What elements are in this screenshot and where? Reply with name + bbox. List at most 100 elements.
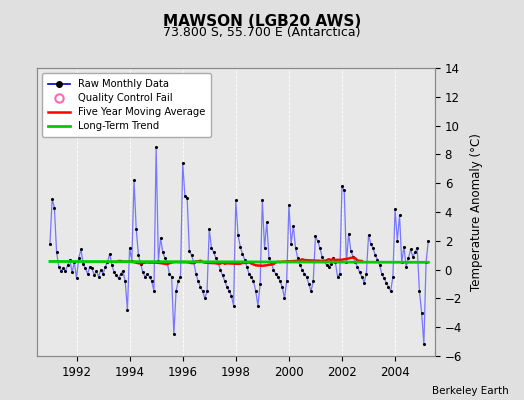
Point [145, 274, 154, 280]
Point [384, 284, 392, 290]
Y-axis label: Temperature Anomaly (°C): Temperature Anomaly (°C) [471, 133, 483, 291]
Point [170, 331, 178, 338]
Point [278, 284, 287, 290]
Point [407, 246, 415, 253]
Point [353, 264, 362, 270]
Point [227, 292, 236, 299]
Point [324, 264, 333, 270]
Point [63, 262, 72, 268]
Point [347, 248, 355, 254]
Point [358, 274, 366, 280]
Point [300, 271, 309, 277]
Point [256, 281, 264, 287]
Point [143, 271, 151, 277]
Point [52, 249, 61, 256]
Point [148, 278, 156, 284]
Point [333, 274, 342, 280]
Point [99, 271, 107, 277]
Point [285, 202, 293, 208]
Point [110, 269, 118, 276]
Point [234, 232, 242, 238]
Point [355, 269, 364, 276]
Point [267, 259, 276, 266]
Point [172, 288, 180, 294]
Point [159, 249, 167, 256]
Point [112, 272, 121, 278]
Point [205, 226, 213, 232]
Point [119, 268, 127, 274]
Point [311, 233, 320, 240]
Point [94, 274, 103, 280]
Point [400, 243, 408, 250]
Point [382, 279, 390, 286]
Point [212, 255, 220, 261]
Point [225, 288, 233, 294]
Point [50, 204, 59, 211]
Point [274, 274, 282, 280]
Point [81, 265, 90, 271]
Point [123, 307, 132, 313]
Point [163, 259, 171, 266]
Point [236, 243, 244, 250]
Point [190, 259, 198, 266]
Point [313, 238, 322, 244]
Text: MAWSON (LGB20 AWS): MAWSON (LGB20 AWS) [163, 14, 361, 29]
Point [254, 302, 262, 309]
Point [293, 255, 302, 261]
Point [420, 341, 428, 348]
Point [121, 278, 129, 284]
Point [230, 302, 238, 309]
Point [249, 278, 258, 284]
Point [165, 271, 173, 277]
Point [287, 240, 296, 247]
Point [54, 264, 63, 270]
Point [344, 230, 353, 237]
Point [168, 274, 176, 280]
Point [139, 269, 147, 276]
Point [61, 268, 70, 274]
Point [269, 266, 278, 273]
Point [360, 279, 368, 286]
Point [265, 255, 273, 261]
Point [219, 272, 227, 278]
Point [422, 259, 430, 266]
Point [375, 262, 384, 268]
Point [152, 144, 160, 150]
Point [367, 240, 375, 247]
Point [291, 245, 300, 251]
Point [214, 259, 222, 266]
Point [304, 281, 313, 287]
Point [387, 288, 395, 294]
Point [364, 232, 373, 238]
Point [179, 160, 187, 166]
Point [128, 258, 136, 264]
Point [136, 261, 145, 267]
Text: Berkeley Earth: Berkeley Earth [432, 386, 508, 396]
Point [409, 254, 417, 260]
Point [154, 258, 162, 264]
Point [258, 197, 267, 204]
Point [216, 266, 224, 273]
Point [413, 245, 421, 251]
Point [307, 288, 315, 294]
Point [245, 271, 253, 277]
Point [196, 284, 204, 290]
Point [108, 262, 116, 268]
Point [176, 274, 184, 280]
Point [96, 266, 105, 273]
Point [369, 245, 377, 251]
Point [402, 264, 410, 270]
Point [223, 284, 231, 290]
Point [378, 271, 386, 277]
Point [302, 274, 311, 280]
Point [340, 187, 348, 194]
Point [309, 278, 318, 284]
Point [331, 259, 340, 266]
Point [232, 197, 240, 204]
Point [391, 206, 399, 212]
Point [335, 271, 344, 277]
Point [243, 264, 251, 270]
Point [398, 259, 406, 266]
Point [185, 248, 193, 254]
Point [46, 240, 54, 247]
